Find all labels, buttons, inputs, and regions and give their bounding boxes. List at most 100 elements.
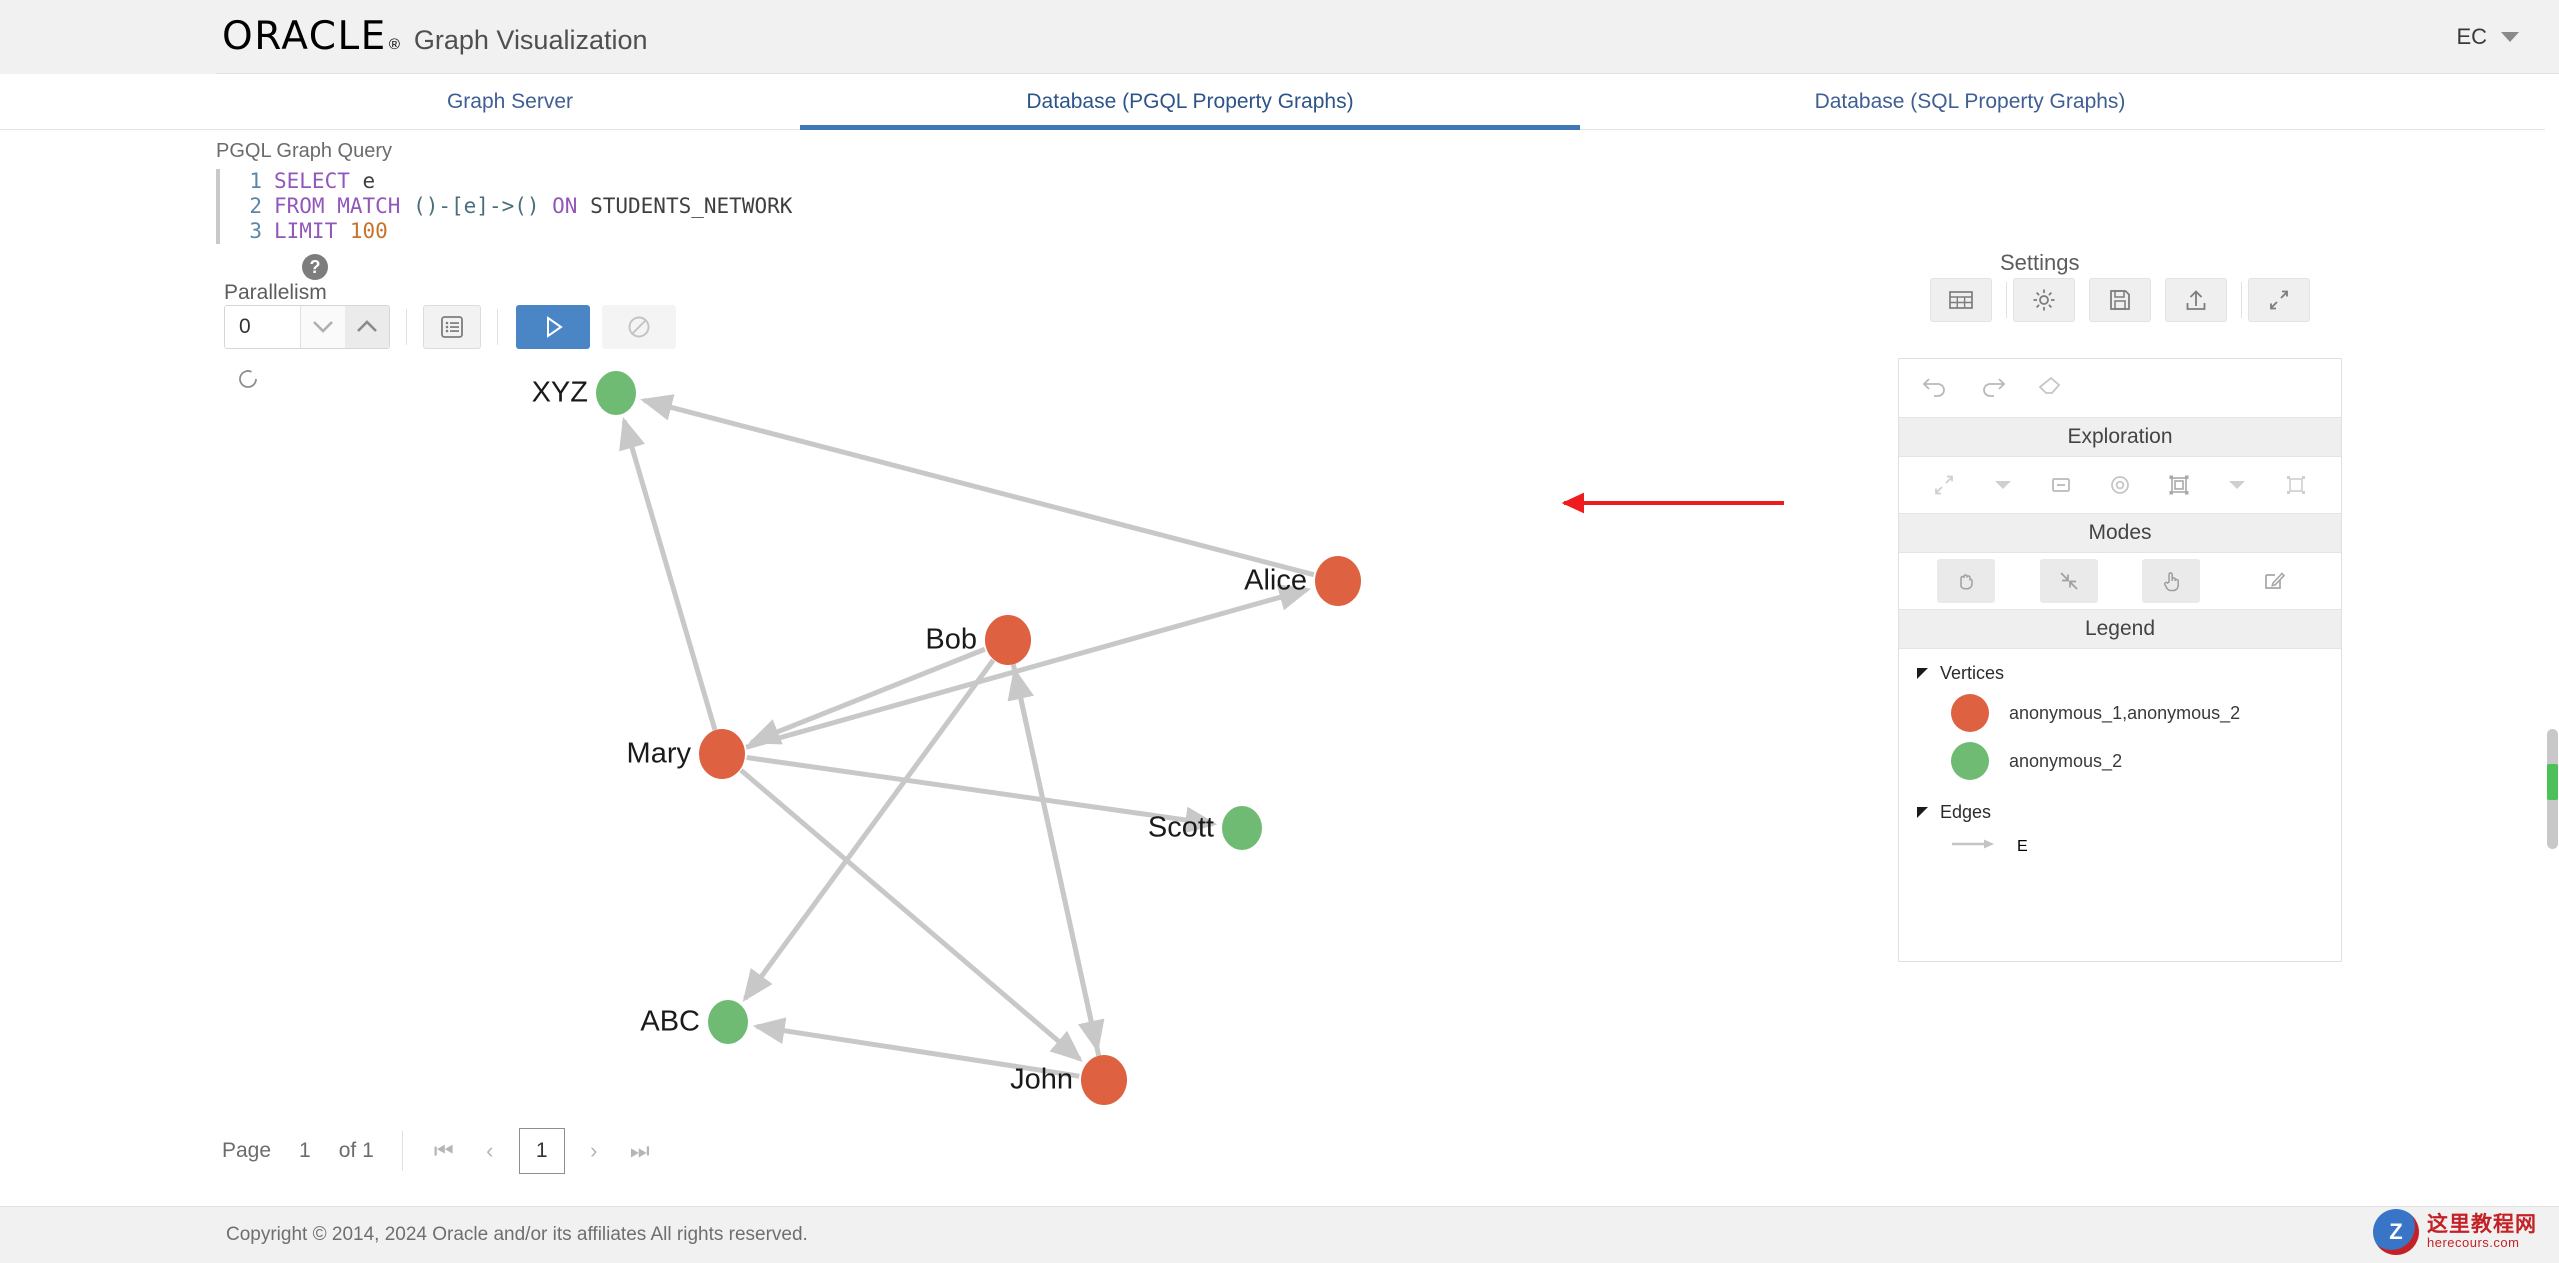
parallelism-increment-icon[interactable]: [345, 306, 389, 348]
settings-button[interactable]: [2013, 278, 2075, 322]
legend-item-label: anonymous_2: [2009, 750, 2123, 771]
pagination: Page 1 of 1 ⏮ ‹ 1 › ⏭: [222, 1128, 663, 1174]
last-page-icon[interactable]: ⏭: [629, 1138, 650, 1163]
first-page-icon[interactable]: ⏮: [433, 1138, 454, 1163]
tab-database-sql-property-graphs[interactable]: Database (SQL Property Graphs): [1814, 90, 2126, 113]
line-number: 3: [249, 219, 262, 243]
prev-page-icon[interactable]: ‹: [486, 1138, 494, 1163]
expand-caret-down-icon[interactable]: [1974, 478, 2033, 492]
legend-edges-group[interactable]: Edges: [1917, 802, 2323, 823]
group-box-icon[interactable]: [2149, 472, 2208, 498]
fullscreen-button[interactable]: [2248, 278, 2310, 322]
cancel-query-button[interactable]: [602, 305, 676, 349]
graph-node-label: XYZ: [531, 376, 588, 409]
scroll-position-marker: [2547, 764, 2558, 800]
graph-node-label: Scott: [1147, 811, 1214, 844]
user-menu-button[interactable]: EC: [2456, 24, 2519, 50]
parallelism-input[interactable]: 0: [225, 306, 301, 348]
legend-body: Vertices anonymous_1,anonymous_2 anonymo…: [1899, 649, 2341, 856]
help-icon[interactable]: ?: [302, 254, 328, 280]
edit-mode-button[interactable]: [2245, 559, 2303, 603]
settings-toolbar: [1930, 278, 2324, 322]
graph-node[interactable]: [596, 371, 636, 415]
legend-section-title: Legend: [1899, 609, 2341, 649]
graph-node[interactable]: [699, 729, 745, 779]
box-select-mode-button[interactable]: [2039, 559, 2098, 603]
settings-divider: [2241, 282, 2242, 318]
tab-database-pgql-property-graphs[interactable]: Database (PGQL Property Graphs): [800, 74, 1580, 130]
collapse-triangle-icon: [1917, 807, 1928, 818]
table-view-button[interactable]: [1930, 278, 1992, 322]
legend-item[interactable]: anonymous_1,anonymous_2: [1951, 694, 2323, 732]
legend-color-swatch: [1951, 742, 1989, 780]
graph-node-label: Alice: [1244, 564, 1307, 597]
parallelism-stepper[interactable]: 0: [224, 305, 390, 349]
code-line-1: 1 SELECT e: [236, 169, 1716, 194]
graph-edge[interactable]: [619, 416, 718, 731]
page-word-label: Page: [222, 1139, 272, 1162]
pgql-query-editor[interactable]: 1 SELECT e 2 FROM MATCH ()-[e]->() ON STUD…: [216, 169, 1716, 244]
main-tabbar: Graph Server Database (PGQL Property Gra…: [0, 74, 2559, 130]
loading-spinner-icon: [234, 365, 262, 398]
exploration-toolbar: [1899, 457, 2341, 513]
expand-arrows-icon[interactable]: [1915, 472, 1974, 498]
upload-button[interactable]: [2165, 278, 2227, 322]
toolbar-divider: [497, 309, 498, 345]
keyword-on: ON: [539, 194, 578, 218]
graph-node-label: Mary: [626, 737, 691, 770]
page-title: Graph Visualization: [413, 25, 648, 55]
graph-node-label: Bob: [925, 623, 977, 656]
ungroup-icon[interactable]: [2266, 472, 2325, 498]
oracle-brand: ORACLE ® Graph Visualization: [222, 14, 648, 59]
run-query-button[interactable]: [516, 305, 590, 349]
graph-edge[interactable]: [746, 755, 1218, 834]
graph-visualization-canvas[interactable]: XYZ Alice Bob Mary Scott ABC John: [216, 340, 1846, 1110]
tab-graph-server[interactable]: Graph Server: [446, 90, 574, 113]
graph-node[interactable]: [708, 1000, 748, 1044]
graph-edge[interactable]: [752, 1017, 1080, 1079]
save-button[interactable]: [2089, 278, 2151, 322]
eraser-icon[interactable]: [2037, 375, 2065, 402]
parallelism-decrement-icon[interactable]: [301, 306, 345, 348]
graph-edge[interactable]: [748, 646, 986, 745]
page-total-label: of 1: [338, 1139, 374, 1162]
collapse-triangle-icon: [1917, 668, 1928, 679]
legend-item[interactable]: anonymous_2: [1951, 742, 2323, 780]
legend-vertices-group[interactable]: Vertices: [1917, 663, 2323, 684]
pan-mode-button[interactable]: [1937, 559, 1996, 603]
query-controls: 0: [224, 305, 676, 349]
undo-icon[interactable]: [1921, 375, 1949, 402]
collapse-minus-box-icon[interactable]: [2032, 472, 2091, 498]
toolbar-divider: [406, 309, 407, 345]
registered-mark-icon: ®: [388, 36, 400, 53]
focus-target-icon[interactable]: [2091, 472, 2150, 498]
chevron-down-icon: [2501, 31, 2519, 42]
graph-node[interactable]: [985, 615, 1031, 665]
redo-icon[interactable]: [1979, 375, 2007, 402]
edge-arrow-icon: [1951, 837, 1997, 856]
next-page-icon[interactable]: ›: [590, 1138, 598, 1163]
graph-edge[interactable]: [640, 394, 1315, 578]
result-list-button[interactable]: [423, 305, 481, 349]
graph-node-label: ABC: [640, 1005, 700, 1038]
graph-edge[interactable]: [742, 658, 996, 1002]
legend-item[interactable]: E: [1951, 837, 2323, 856]
graph-node[interactable]: [1222, 806, 1262, 850]
pagination-divider: [401, 1131, 403, 1171]
app-header: ORACLE ® Graph Visualization EC: [0, 0, 2559, 74]
page-scrollbar-track[interactable]: [2545, 74, 2559, 1206]
settings-title: Settings: [2000, 250, 2080, 275]
graph-node[interactable]: [1081, 1055, 1127, 1105]
legend-edges-label: Edges: [1940, 802, 1992, 822]
graph-edge[interactable]: [739, 768, 1083, 1062]
legend-item-label: anonymous_1,anonymous_2: [2009, 702, 2241, 723]
graph-node[interactable]: [1315, 556, 1361, 606]
graph-name: STUDENTS_NETWORK: [577, 194, 793, 218]
current-page-input[interactable]: 1: [518, 1128, 565, 1174]
keyword-limit: LIMIT: [274, 219, 338, 243]
group-caret-down-icon[interactable]: [2208, 478, 2267, 492]
legend-color-swatch: [1951, 694, 1989, 732]
graph-edge[interactable]: [1010, 663, 1105, 1053]
keyword-from-match: FROM MATCH: [274, 194, 401, 218]
pointer-mode-button[interactable]: [2142, 559, 2201, 603]
